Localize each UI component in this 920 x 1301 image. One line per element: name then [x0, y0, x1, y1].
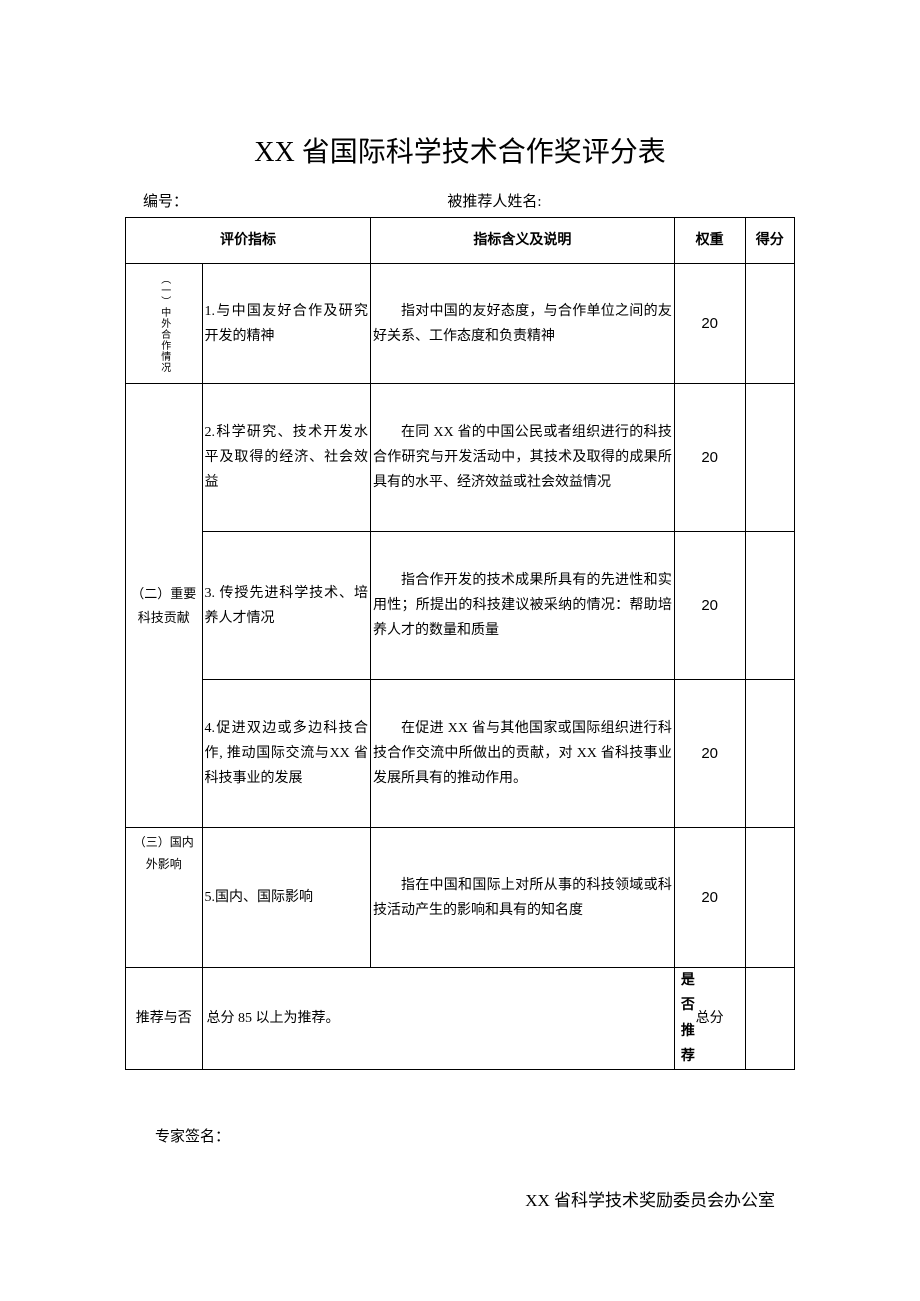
description-cell: 指在中国和国际上对所从事的科技领域或科技活动产生的影响和具有的知名度 — [370, 828, 674, 968]
weight-cell: 20 — [674, 264, 745, 384]
table-row: （三）国内外影响 5.国内、国际影响 指在中国和国际上对所从事的科技领域或科技活… — [126, 828, 795, 968]
table-header-row: 评价指标 指标含义及说明 权重 得分 — [126, 218, 795, 264]
nominee-label: 被推荐人姓名: — [447, 190, 777, 211]
table-row: （二）重要科技贡献 2.科学研究、技术开发水平及取得的经济、社会效益 在同 XX… — [126, 384, 795, 532]
number-label: 编号： — [143, 190, 447, 211]
weight-cell: 20 — [674, 532, 745, 680]
score-cell — [745, 384, 795, 532]
page-title: XX 省国际科学技术合作奖评分表 — [125, 130, 795, 170]
header-score: 得分 — [745, 218, 795, 264]
category-1: （一）中外合作情况 — [126, 264, 203, 384]
header-description: 指标含义及说明 — [370, 218, 674, 264]
description-cell: 指合作开发的技术成果所具有的先进性和实用性；所提出的科技建议被采纳的情况：帮助培… — [370, 532, 674, 680]
info-row: 编号： 被推荐人姓名: — [125, 190, 795, 211]
indicator-cell: 4.促进双边或多边科技合作, 推动国际交流与XX 省科技事业的发展 — [202, 680, 370, 828]
weight-cell: 20 — [674, 680, 745, 828]
recommend-note: 总分 85 以上为推荐。 — [202, 968, 674, 1070]
indicator-cell: 2.科学研究、技术开发水平及取得的经济、社会效益 — [202, 384, 370, 532]
category-2: （二）重要科技贡献 — [126, 384, 203, 828]
table-row: 3. 传授先进科学技术、培养人才情况 指合作开发的技术成果所具有的先进性和实用性… — [126, 532, 795, 680]
weight-cell: 20 — [674, 384, 745, 532]
description-cell: 在促进 XX 省与其他国家或国际组织进行科技合作交流中所做出的贡献，对 XX 省… — [370, 680, 674, 828]
description-cell: 在同 XX 省的中国公民或者组织进行的科技合作研究与开发活动中，其技术及取得的成… — [370, 384, 674, 532]
indicator-cell: 5.国内、国际影响 — [202, 828, 370, 968]
score-cell — [745, 828, 795, 968]
total-value — [745, 968, 795, 1070]
table-row: （一）中外合作情况 1.与中国友好合作及研究开发的精神 指对中国的友好态度，与合… — [126, 264, 795, 384]
score-cell — [745, 532, 795, 680]
recommend-label: 推荐与否 — [126, 968, 203, 1070]
score-cell — [745, 264, 795, 384]
header-weight: 权重 — [674, 218, 745, 264]
category-3: （三）国内外影响 — [126, 828, 203, 968]
table-footer-row: 推荐与否 总分 85 以上为推荐。 是否推荐 总分 — [126, 968, 795, 1070]
header-indicator: 评价指标 — [126, 218, 371, 264]
footer-organization: XX 省科学技术奖励委员会办公室 — [125, 1186, 795, 1211]
scoring-table: 评价指标 指标含义及说明 权重 得分 （一）中外合作情况 1.与中国友好合作及研… — [125, 217, 795, 1070]
score-cell — [745, 680, 795, 828]
indicator-cell: 3. 传授先进科学技术、培养人才情况 — [202, 532, 370, 680]
indicator-cell: 1.与中国友好合作及研究开发的精神 — [202, 264, 370, 384]
table-row: 4.促进双边或多边科技合作, 推动国际交流与XX 省科技事业的发展 在促进 XX… — [126, 680, 795, 828]
description-cell: 指对中国的友好态度，与合作单位之间的友好关系、工作态度和负责精神 — [370, 264, 674, 384]
signature-label: 专家签名： — [125, 1125, 795, 1146]
weight-cell: 20 — [674, 828, 745, 968]
